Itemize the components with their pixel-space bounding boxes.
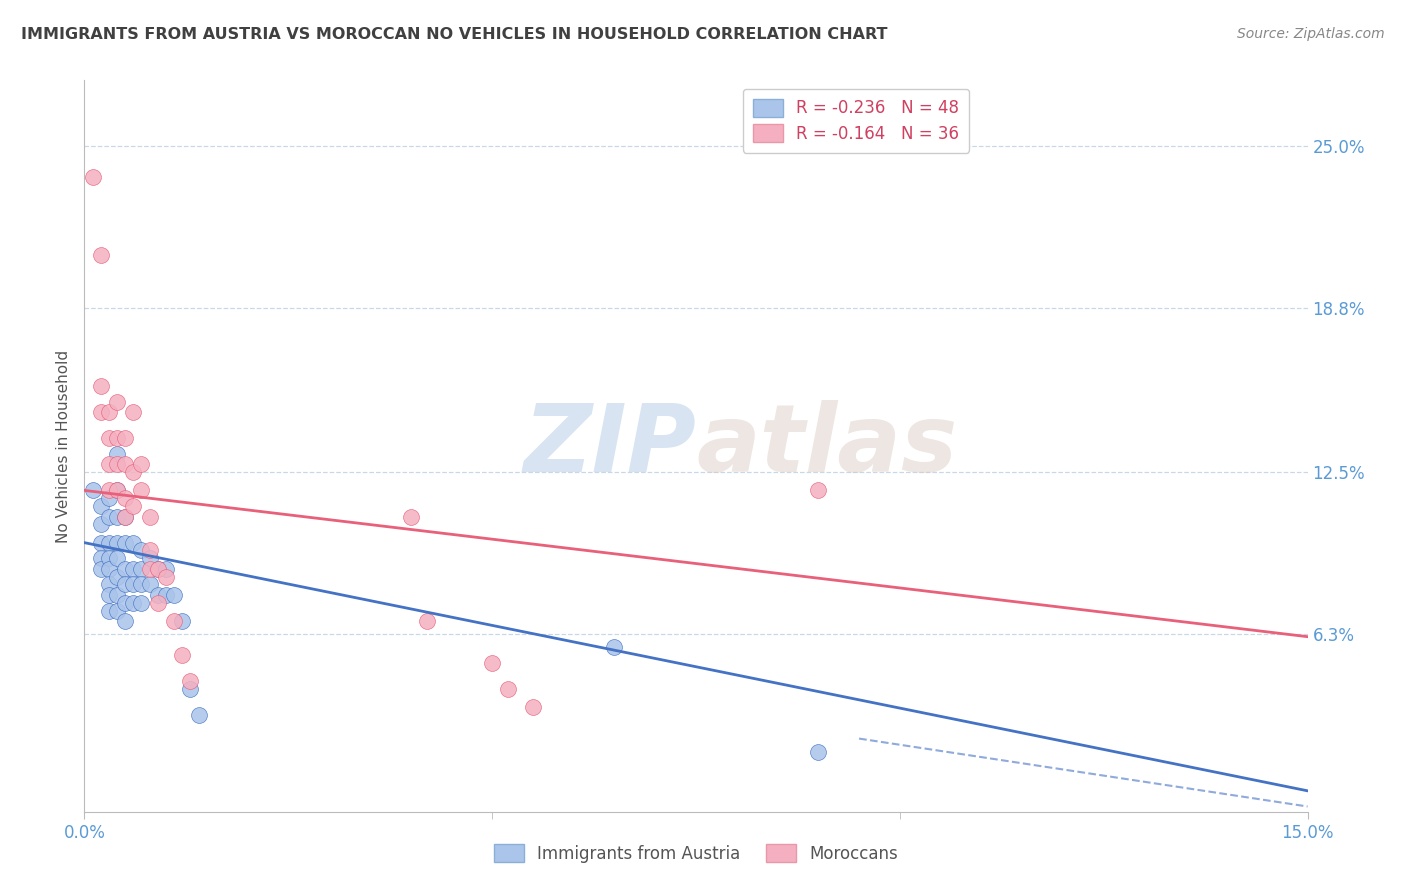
Point — [155, 569, 177, 583]
Point — [82, 169, 104, 184]
Point — [138, 509, 160, 524]
Point — [90, 405, 112, 419]
Point — [163, 614, 186, 628]
Text: IMMIGRANTS FROM AUSTRIA VS MOROCCAN NO VEHICLES IN HOUSEHOLD CORRELATION CHART: IMMIGRANTS FROM AUSTRIA VS MOROCCAN NO V… — [21, 27, 887, 42]
Point — [481, 656, 503, 670]
Point — [114, 431, 136, 445]
Point — [82, 483, 104, 498]
Point — [90, 379, 112, 393]
Point — [138, 562, 160, 576]
Point — [97, 535, 120, 549]
Point — [90, 551, 112, 566]
Point — [146, 596, 169, 610]
Point — [114, 509, 136, 524]
Point — [97, 588, 120, 602]
Point — [105, 535, 128, 549]
Point — [131, 562, 153, 576]
Point — [105, 431, 128, 445]
Point — [90, 248, 112, 262]
Point — [97, 562, 120, 576]
Point — [114, 614, 136, 628]
Point — [138, 543, 160, 558]
Point — [114, 509, 136, 524]
Point — [97, 491, 120, 506]
Point — [122, 405, 145, 419]
Point — [105, 604, 128, 618]
Point — [105, 569, 128, 583]
Legend: Immigrants from Austria, Moroccans: Immigrants from Austria, Moroccans — [488, 838, 904, 869]
Point — [90, 562, 112, 576]
Point — [97, 483, 120, 498]
Point — [114, 458, 136, 472]
Point — [97, 577, 120, 591]
Point — [416, 614, 439, 628]
Point — [155, 588, 177, 602]
Point — [131, 577, 153, 591]
Point — [179, 681, 201, 696]
Point — [131, 458, 153, 472]
Point — [105, 509, 128, 524]
Point — [122, 499, 145, 513]
Point — [90, 517, 112, 532]
Point — [122, 596, 145, 610]
Point — [807, 745, 830, 759]
Point — [105, 458, 128, 472]
Point — [114, 535, 136, 549]
Point — [138, 551, 160, 566]
Point — [146, 562, 169, 576]
Point — [97, 509, 120, 524]
Point — [90, 535, 112, 549]
Point — [105, 588, 128, 602]
Point — [114, 562, 136, 576]
Point — [97, 604, 120, 618]
Point — [172, 614, 194, 628]
Point — [498, 681, 520, 696]
Text: Source: ZipAtlas.com: Source: ZipAtlas.com — [1237, 27, 1385, 41]
Y-axis label: No Vehicles in Household: No Vehicles in Household — [56, 350, 72, 542]
Point — [155, 562, 177, 576]
Text: atlas: atlas — [696, 400, 957, 492]
Point — [105, 394, 128, 409]
Point — [114, 577, 136, 591]
Point — [122, 577, 145, 591]
Point — [131, 483, 153, 498]
Point — [97, 458, 120, 472]
Point — [172, 648, 194, 662]
Point — [122, 465, 145, 479]
Point — [146, 588, 169, 602]
Point — [131, 543, 153, 558]
Point — [146, 562, 169, 576]
Point — [97, 431, 120, 445]
Text: ZIP: ZIP — [523, 400, 696, 492]
Point — [807, 483, 830, 498]
Point — [163, 588, 186, 602]
Point — [90, 499, 112, 513]
Point — [105, 551, 128, 566]
Point — [122, 535, 145, 549]
Point — [522, 700, 544, 714]
Point — [187, 708, 209, 723]
Point — [105, 447, 128, 461]
Point — [138, 577, 160, 591]
Point — [105, 483, 128, 498]
Point — [114, 491, 136, 506]
Point — [105, 483, 128, 498]
Point — [97, 405, 120, 419]
Point — [114, 596, 136, 610]
Point — [122, 562, 145, 576]
Point — [399, 509, 422, 524]
Point — [179, 674, 201, 689]
Point — [603, 640, 626, 655]
Point — [97, 551, 120, 566]
Point — [131, 596, 153, 610]
